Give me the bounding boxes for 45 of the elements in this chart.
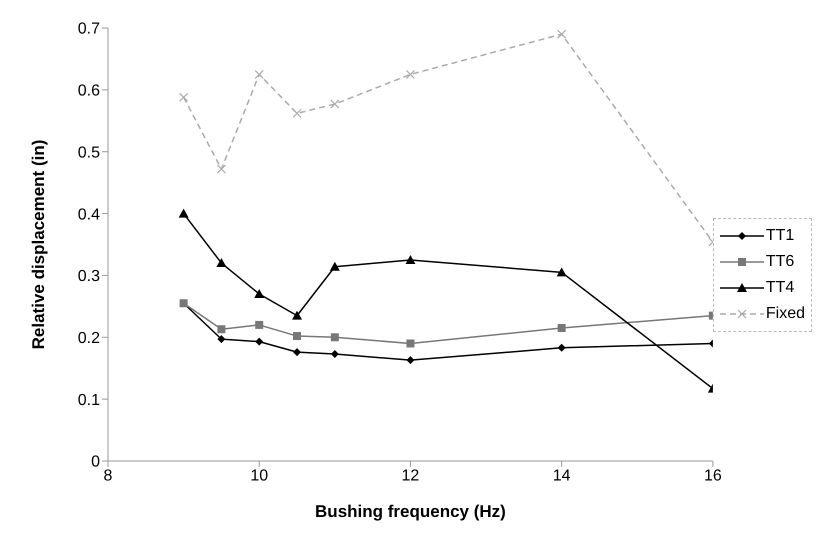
point [179,92,188,102]
point [254,70,264,79]
point [558,324,566,332]
legend-label: TT4 [766,278,794,296]
legend-label: TT1 [766,226,794,244]
point [406,356,414,364]
point [330,333,339,342]
point [293,332,302,340]
x-tick-label: 14 [552,467,571,484]
x-tick-label: 16 [704,467,722,484]
legend-label: Fixed [766,304,805,322]
point [217,335,226,344]
point [557,30,566,39]
y-tick-label: 0 [91,454,100,471]
point [330,350,339,358]
y-tick-label: 0.4 [78,206,100,224]
y-axis-title: Relative displacement (in) [29,140,48,350]
point [406,339,414,348]
point [254,288,264,298]
y-tick-label: 0.7 [78,20,100,38]
x-tick-label: 8 [104,467,113,484]
y-tick-label: 0.3 [78,268,100,286]
point [405,254,416,264]
point [406,70,416,79]
x-axis-title: Bushing frequency (Hz) [315,502,506,521]
point [556,267,567,276]
point [292,108,302,118]
legend-label: TT6 [766,252,794,270]
y-tick-label: 0.6 [78,82,100,100]
point [178,208,189,218]
point [330,99,340,109]
point [255,320,264,329]
point [558,344,566,352]
y-tick-label: 0.5 [78,144,100,162]
x-tick-label: 10 [250,467,268,484]
point [292,310,302,320]
point [217,325,226,334]
y-tick-label: 0.2 [78,330,100,347]
point [216,164,226,174]
point [330,262,340,271]
point [293,348,302,356]
point [216,258,226,268]
point [255,338,264,346]
x-tick-label: 12 [402,467,420,484]
y-tick-label: 0.1 [78,392,100,409]
